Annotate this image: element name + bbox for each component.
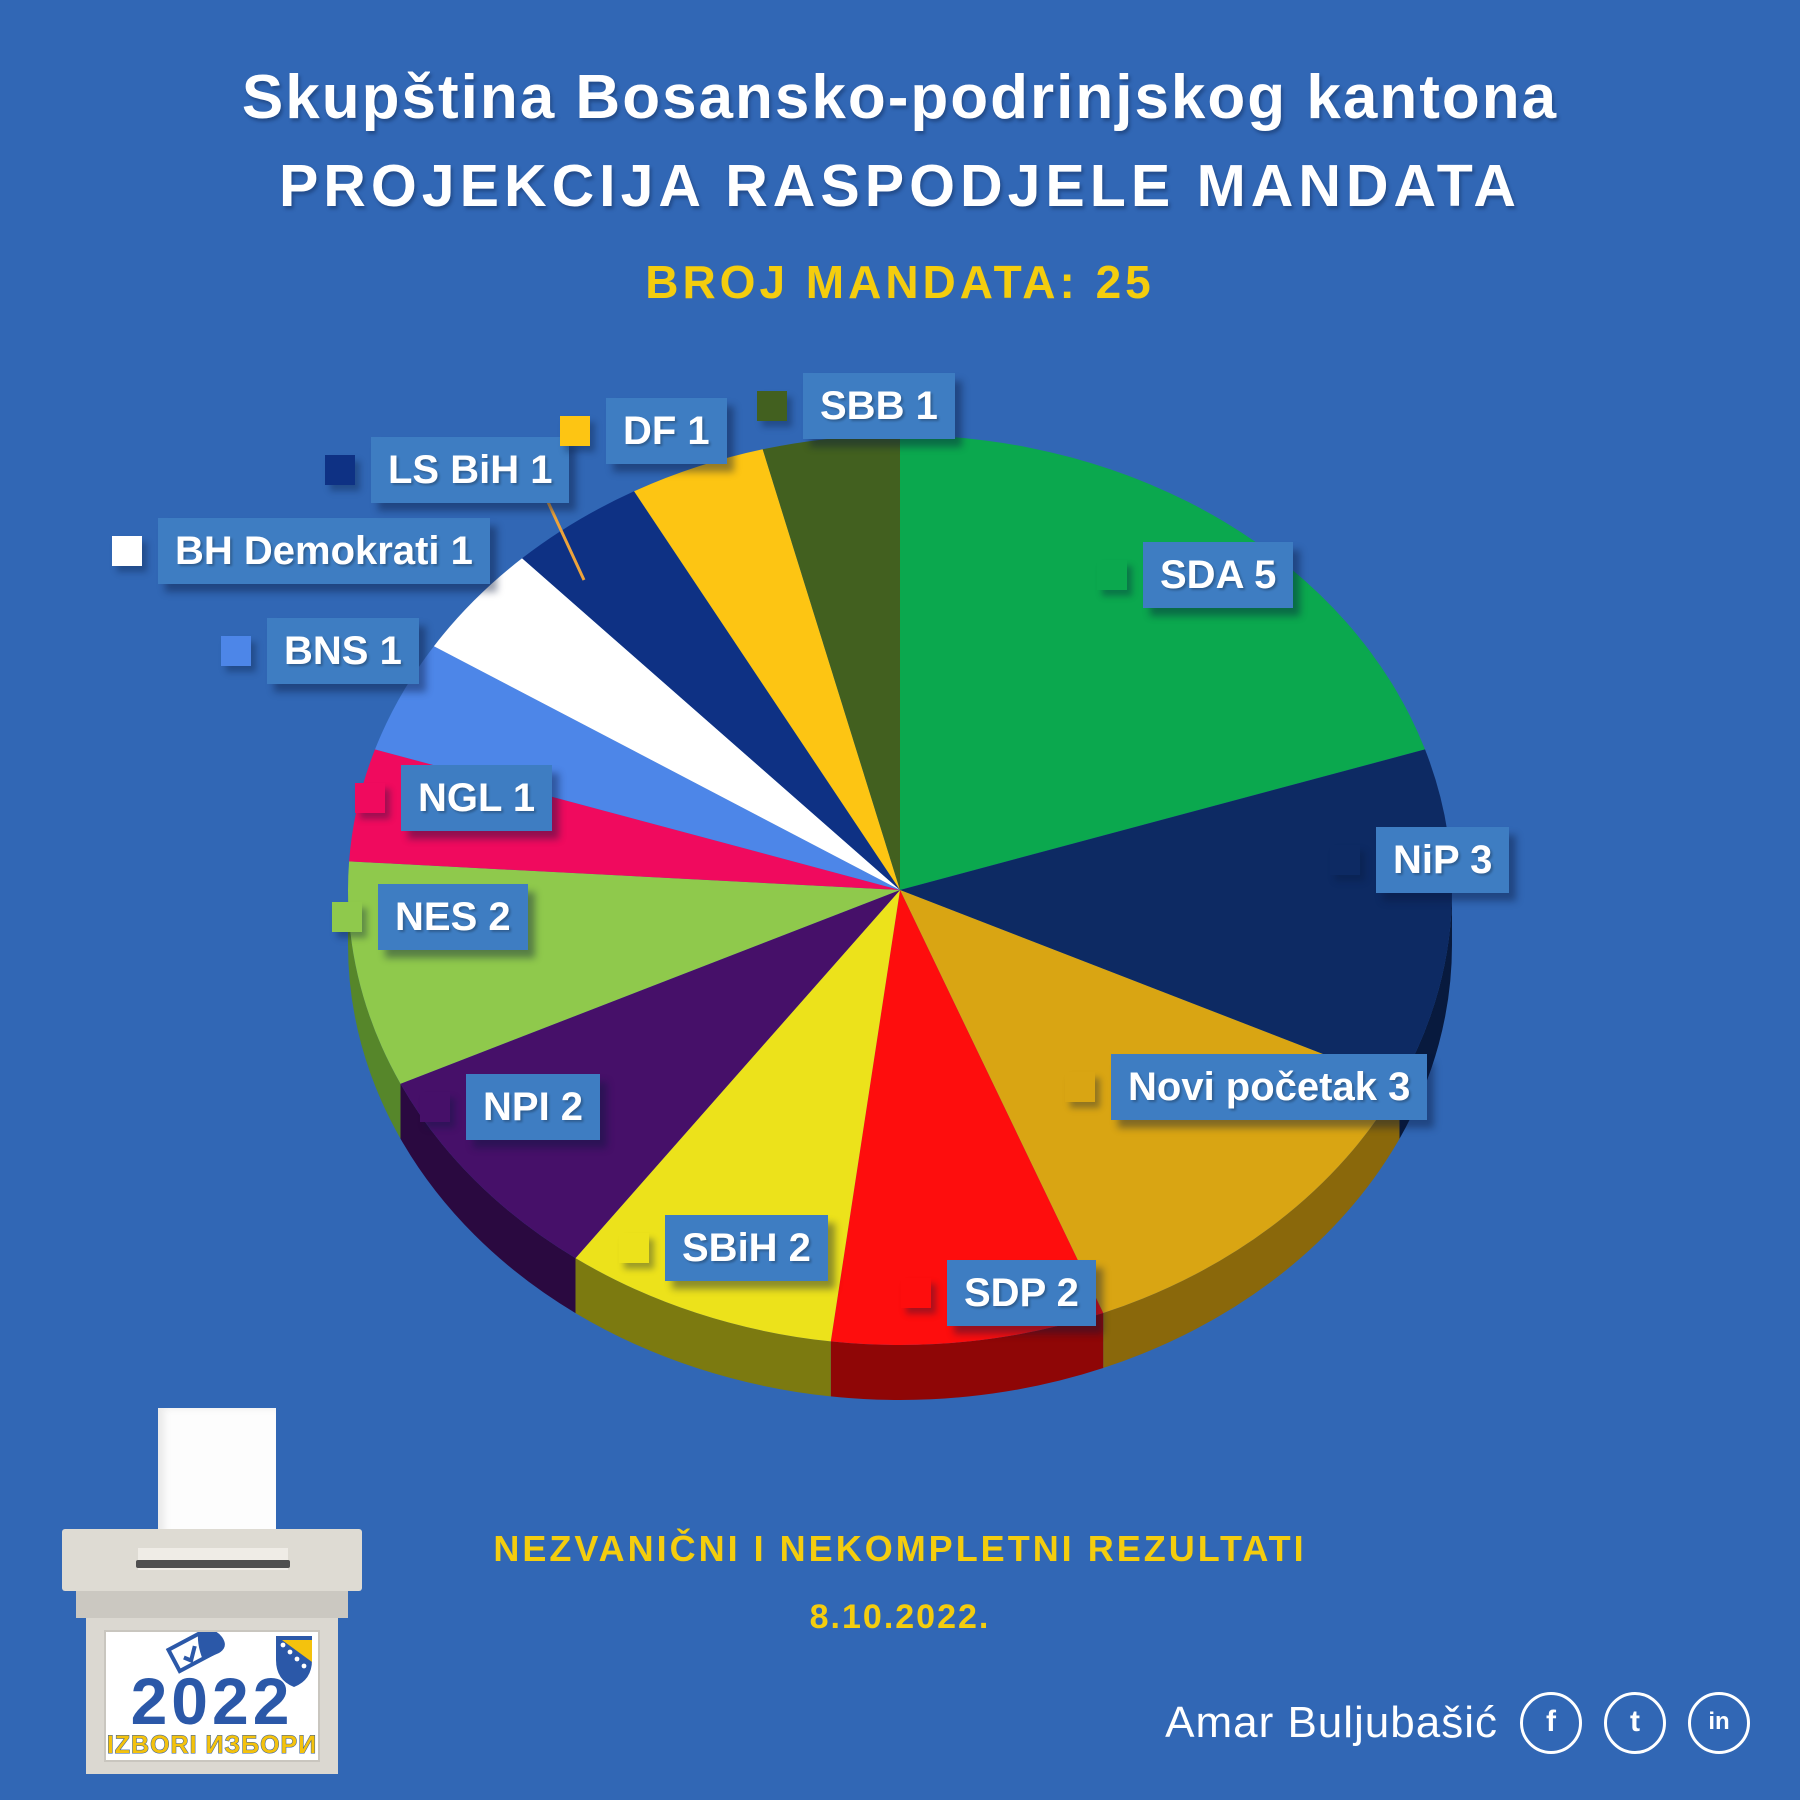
logo-caption: IZBORI ИЗБОРИ [107, 1731, 317, 1759]
bh-demokrati-swatch [112, 536, 142, 566]
pie-slice-side-sdp [830, 1313, 1104, 1400]
page-title: Skupština Bosansko-podrinjskog kantona [241, 63, 1559, 132]
ls-bih-swatch [325, 455, 355, 485]
pie-slice-bns [375, 646, 900, 890]
df-swatch [560, 416, 590, 446]
author-name: Amar Buljubašić [1165, 1698, 1498, 1747]
facebook-icon[interactable]: f [1520, 1692, 1582, 1754]
pie-slice-sbb [762, 435, 900, 890]
sbih-label: SBiH 2 [665, 1215, 828, 1281]
pie-label-ngl: NGL 1 [355, 765, 553, 831]
election-2022-badge: 2022 IZBORI ИЗБОРИ [104, 1630, 320, 1762]
pie-label-bns: BNS 1 [221, 618, 419, 684]
logo-year: 2022 [131, 1664, 294, 1738]
pie-slice-side-npi [400, 1083, 576, 1314]
sda-swatch [1097, 560, 1127, 590]
pie-label-sdp: SDP 2 [901, 1260, 1096, 1326]
npi-label: NPI 2 [466, 1074, 601, 1140]
nip-swatch [1330, 845, 1360, 875]
mandates-count: BROJ MANDATA: 25 [645, 256, 1155, 308]
credit-row: Amar Buljubašić f t in [1165, 1692, 1750, 1754]
bns-label: BNS 1 [267, 618, 419, 684]
novi-pocetak-label: Novi početak 3 [1111, 1054, 1428, 1120]
sdp-label: SDP 2 [947, 1260, 1096, 1326]
sbb-swatch [757, 391, 787, 421]
sbih-swatch [619, 1233, 649, 1263]
pie-label-nip: NiP 3 [1330, 827, 1510, 893]
pie-slice-nip [900, 749, 1453, 1084]
linkedin-icon[interactable]: in [1688, 1692, 1750, 1754]
pie-slice-side-novi-poetak [1103, 1083, 1400, 1368]
pie-label-novi-pocetak: Novi početak 3 [1065, 1054, 1428, 1120]
results-note: NEZVANIČNI I NEKOMPLETNI REZULTATI [493, 1528, 1307, 1569]
pie-label-df: DF 1 [560, 398, 727, 464]
pie-label-nes: NES 2 [332, 884, 528, 950]
nes-swatch [332, 902, 362, 932]
pie-slice-side-nes [347, 890, 401, 1139]
df-label: DF 1 [606, 398, 727, 464]
npi-swatch [420, 1092, 450, 1122]
twitter-glyph: t [1630, 1705, 1640, 1738]
pie-label-sda: SDA 5 [1097, 542, 1294, 608]
ngl-swatch [355, 783, 385, 813]
pie-slice-df [634, 449, 900, 890]
ngl-label: NGL 1 [401, 765, 553, 831]
sbb-label: SBB 1 [803, 373, 955, 439]
linkedin-glyph: in [1708, 1708, 1730, 1735]
pie-label-sbb: SBB 1 [757, 373, 955, 439]
pie-slice-side-sbih [575, 1258, 831, 1397]
ballot-slot [136, 1560, 290, 1568]
nip-label: NiP 3 [1376, 827, 1510, 893]
pie-slice-ls-bih [522, 491, 900, 890]
pie-label-ls-bih: LS BiH 1 [325, 437, 570, 503]
page-subtitle: PROJEKCIJA RASPODJELE MANDATA [278, 153, 1522, 219]
election-2022-badge-art: 2022 IZBORI ИЗБОРИ [106, 1632, 317, 1760]
hand-ballot-icon [165, 1632, 225, 1674]
ballot-box-apron [76, 1591, 348, 1618]
sdp-swatch [901, 1278, 931, 1308]
ls-bih-label: LS BiH 1 [371, 437, 570, 503]
bh-demokrati-label: BH Demokrati 1 [158, 518, 490, 584]
results-date: 8.10.2022. [809, 1598, 991, 1636]
pie-slice-sda [900, 434, 1425, 890]
pie-label-sbih: SBiH 2 [619, 1215, 828, 1281]
bih-shield-icon [276, 1636, 312, 1687]
bns-swatch [221, 636, 251, 666]
pie-slice-bh-demokrati [433, 558, 900, 890]
twitter-icon[interactable]: t [1604, 1692, 1666, 1754]
pie-slice-npi [400, 890, 900, 1259]
sda-label: SDA 5 [1143, 542, 1294, 608]
pie-slice-sdp [830, 890, 1104, 1345]
pie-label-bh-demokrati: BH Demokrati 1 [112, 518, 490, 584]
pie-label-npi: NPI 2 [420, 1074, 601, 1140]
novi-pocetak-swatch [1065, 1072, 1095, 1102]
facebook-glyph: f [1546, 1705, 1556, 1738]
df-leader-line [546, 501, 586, 581]
nes-label: NES 2 [378, 884, 528, 950]
